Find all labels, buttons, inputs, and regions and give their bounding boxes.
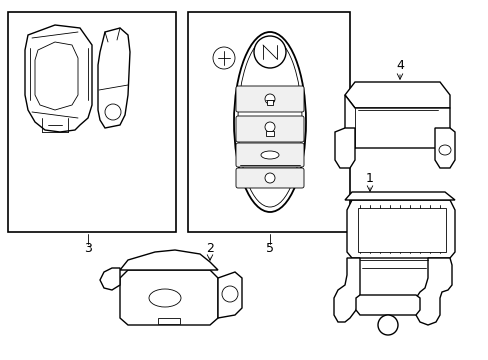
Bar: [265, 131, 273, 136]
Polygon shape: [434, 128, 454, 168]
Circle shape: [213, 47, 235, 69]
Polygon shape: [415, 258, 451, 325]
Ellipse shape: [234, 32, 305, 212]
Polygon shape: [334, 128, 354, 168]
Text: 3: 3: [84, 242, 92, 255]
Circle shape: [377, 315, 397, 335]
Text: 1: 1: [366, 171, 373, 185]
Ellipse shape: [238, 37, 302, 207]
Polygon shape: [120, 270, 218, 325]
Polygon shape: [355, 295, 419, 315]
Ellipse shape: [438, 145, 450, 155]
Bar: [266, 100, 272, 105]
Circle shape: [253, 36, 285, 68]
Polygon shape: [346, 200, 454, 258]
Circle shape: [264, 122, 274, 132]
Bar: [158, 318, 180, 324]
Polygon shape: [218, 272, 242, 318]
Circle shape: [264, 173, 274, 183]
Polygon shape: [100, 268, 120, 290]
Bar: [187, 12, 349, 232]
Polygon shape: [35, 42, 78, 110]
Polygon shape: [345, 192, 454, 200]
Polygon shape: [98, 28, 130, 128]
Circle shape: [105, 104, 121, 120]
Text: 5: 5: [265, 242, 273, 255]
FancyBboxPatch shape: [236, 143, 304, 167]
FancyBboxPatch shape: [236, 116, 304, 142]
Bar: [357, 208, 445, 252]
Polygon shape: [345, 95, 449, 148]
Polygon shape: [333, 258, 359, 322]
FancyBboxPatch shape: [236, 86, 304, 112]
Circle shape: [264, 94, 274, 104]
Bar: [8, 12, 176, 232]
Ellipse shape: [261, 151, 279, 159]
Ellipse shape: [149, 289, 181, 307]
Text: 4: 4: [395, 59, 403, 72]
Polygon shape: [120, 250, 218, 270]
Polygon shape: [345, 82, 449, 108]
Circle shape: [222, 286, 238, 302]
Text: 2: 2: [205, 242, 214, 255]
Polygon shape: [25, 25, 92, 132]
FancyBboxPatch shape: [236, 168, 304, 188]
